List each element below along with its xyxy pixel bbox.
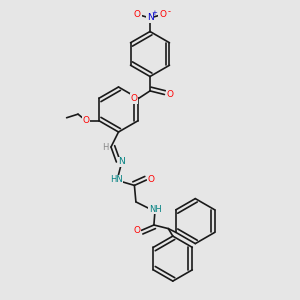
Text: O: O <box>133 226 140 235</box>
Text: +: + <box>151 10 157 16</box>
Text: O: O <box>130 94 137 103</box>
Text: -: - <box>167 8 170 16</box>
Text: O: O <box>159 10 166 19</box>
Text: O: O <box>134 10 141 19</box>
Text: O: O <box>148 176 155 184</box>
Text: O: O <box>166 90 173 99</box>
Text: NH: NH <box>149 205 161 214</box>
Text: H: H <box>102 142 109 152</box>
Text: O: O <box>82 116 90 125</box>
Text: N: N <box>118 158 125 166</box>
Text: N: N <box>147 14 153 22</box>
Text: HN: HN <box>110 176 122 184</box>
